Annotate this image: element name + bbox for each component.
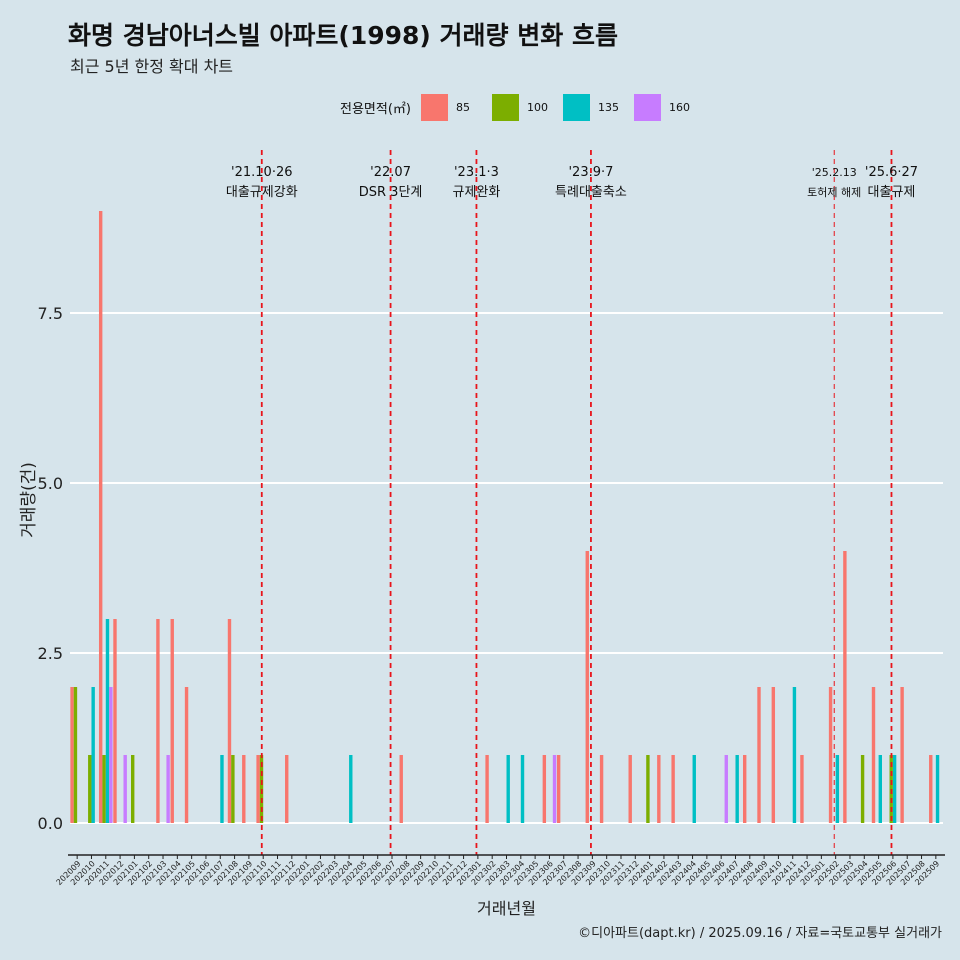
legend-item-135: 135 xyxy=(562,93,626,121)
event-date: '21.10·26 xyxy=(231,165,292,180)
event-label: 대출규제 xyxy=(868,185,916,200)
event-label: 규제완화 xyxy=(453,185,501,200)
bar-135-202404 xyxy=(692,755,696,823)
bar-85-202104 xyxy=(170,619,174,823)
bar-135-202411 xyxy=(792,687,797,823)
legend-swatch-85 xyxy=(420,93,448,121)
y-axis-title: 거래량(건) xyxy=(19,462,39,538)
y-tick-label: 7.5 xyxy=(38,304,63,323)
legend-swatch-100 xyxy=(491,93,519,121)
bar-85-202509 xyxy=(929,755,933,823)
bar-160-202011 xyxy=(109,687,113,823)
bar-85-202103 xyxy=(156,619,160,823)
bar-85-202307 xyxy=(556,755,561,823)
bar-85-202309 xyxy=(585,551,589,823)
bar-135-202107 xyxy=(220,755,224,823)
bar-85-202105 xyxy=(184,687,189,823)
event-date: '23.1·3 xyxy=(454,165,499,180)
legend-label-135: 135 xyxy=(597,100,619,114)
bar-85-202403 xyxy=(671,755,675,823)
legend-swatch-135 xyxy=(562,93,590,121)
legend-item-85: 85 xyxy=(420,93,484,121)
bar-100-202101 xyxy=(131,755,135,823)
bar-135-202304 xyxy=(520,755,525,823)
bar-135-202502 xyxy=(835,755,840,823)
bar-85-202505 xyxy=(871,687,876,823)
event-date: '23.9·7 xyxy=(568,165,613,180)
bar-100-202010 xyxy=(88,755,92,823)
bar-85-202409 xyxy=(757,687,761,823)
bar-85-202009 xyxy=(70,687,74,823)
bar-85-202108 xyxy=(227,619,232,823)
bar-85-202012 xyxy=(113,619,117,823)
bar-85-202507 xyxy=(900,687,904,823)
event-label: 특례대출축소 xyxy=(555,185,627,200)
bar-100-202009 xyxy=(73,687,78,823)
legend: 전용면적(㎡) 85 100 135 160 xyxy=(340,92,705,122)
bar-85-202109 xyxy=(242,755,246,823)
bar-85-202410 xyxy=(771,687,776,823)
event-label: DSR 3단계 xyxy=(359,185,423,200)
bar-85-202302 xyxy=(485,755,489,823)
y-tick-label: 2.5 xyxy=(38,644,63,663)
event-label: 토허제 해제 xyxy=(807,185,861,199)
bar-100-202011 xyxy=(102,755,106,823)
event-date: '22.07 xyxy=(370,165,411,180)
legend-item-160: 160 xyxy=(633,93,697,121)
bar-135-202204 xyxy=(349,755,353,823)
y-tick-label: 0.0 xyxy=(38,814,63,833)
legend-label-100: 100 xyxy=(526,100,548,114)
bar-100-202504 xyxy=(860,755,865,823)
legend-title: 전용면적(㎡) xyxy=(340,101,411,117)
bar-85-202408 xyxy=(742,755,747,823)
event-label: 대출규제강화 xyxy=(226,185,298,200)
bar-85-202208 xyxy=(399,755,403,823)
event-date: '25.2.13 xyxy=(812,166,857,179)
legend-label-85: 85 xyxy=(455,100,470,114)
bar-135-202011 xyxy=(105,619,110,823)
bar-85-202502 xyxy=(828,687,833,823)
legend-swatch-160 xyxy=(633,93,661,121)
bar-85-202306 xyxy=(542,755,547,823)
bar-135-202506 xyxy=(892,755,897,823)
bar-160-202103 xyxy=(166,755,170,823)
bar-85-202011 xyxy=(98,211,103,823)
bar-135-202303 xyxy=(506,755,510,823)
bar-100-202108 xyxy=(231,755,235,823)
source-caption: ©디아파트(dapt.kr) / 2025.09.16 / 자료=국토교통부 실… xyxy=(578,926,942,941)
x-axis-title: 거래년월 xyxy=(477,899,536,918)
bar-100-202401 xyxy=(646,755,650,823)
chart-subtitle: 최근 5년 한정 확대 차트 xyxy=(70,57,234,76)
event-date: '25.6·27 xyxy=(865,165,918,180)
bar-85-202312 xyxy=(628,755,632,823)
bar-160-202012 xyxy=(123,755,127,823)
bar-160-202406 xyxy=(724,755,728,823)
bar-85-202503 xyxy=(843,551,847,823)
legend-label-160: 160 xyxy=(668,100,690,114)
bar-160-202306 xyxy=(552,755,557,823)
y-tick-label: 5.0 xyxy=(38,474,63,493)
chart-title: 화명 경남아너스빌 아파트(1998) 거래량 변화 흐름 xyxy=(68,21,618,50)
bar-85-202412 xyxy=(800,755,804,823)
bar-135-202010 xyxy=(91,687,95,823)
bar-85-202112 xyxy=(285,755,289,823)
bar-135-202505 xyxy=(878,755,882,823)
legend-item-100: 100 xyxy=(491,93,555,121)
bar-135-202509 xyxy=(935,755,940,823)
bar-85-202310 xyxy=(599,755,604,823)
bar-85-202110 xyxy=(256,755,260,823)
bar-135-202407 xyxy=(735,755,739,823)
bar-85-202402 xyxy=(657,755,661,823)
